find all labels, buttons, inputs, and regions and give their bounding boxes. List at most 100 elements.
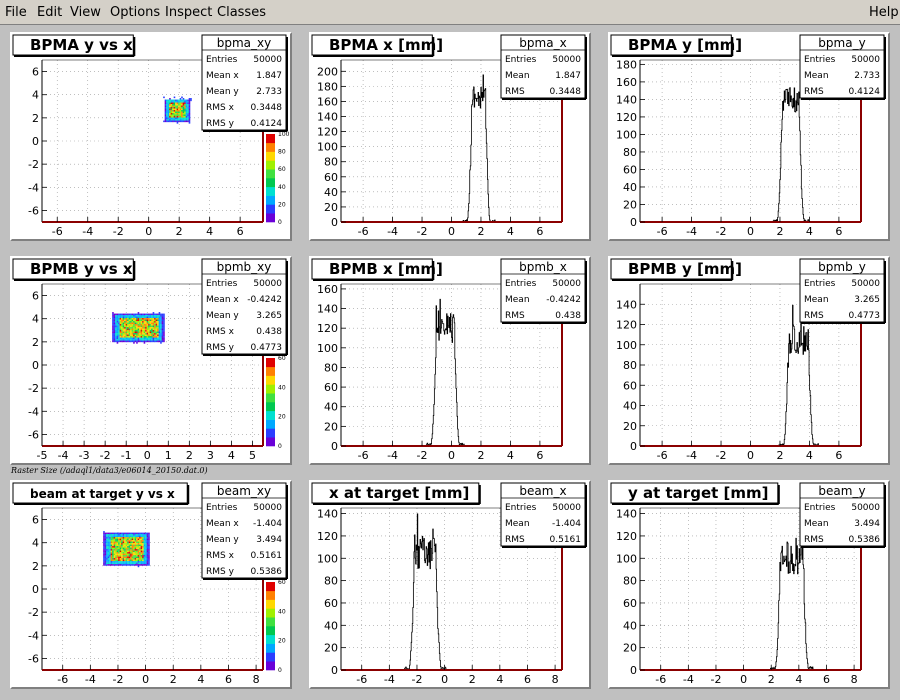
heat-cell bbox=[115, 550, 117, 553]
heat-cell bbox=[143, 543, 146, 545]
heat-cell bbox=[131, 547, 134, 550]
heat-cell bbox=[130, 543, 132, 545]
heat-cell bbox=[127, 535, 129, 538]
heat-cell bbox=[142, 331, 144, 334]
pad-bpmb-xy[interactable]: 0 20 40 60 -5 -4 -3 -2 -1 0 1 2 3 4 5 -6 -4 -2 0 2 4 6 BPMB y … bbox=[10, 256, 292, 465]
heat-cell bbox=[137, 336, 140, 338]
menu-edit[interactable]: Edit bbox=[37, 5, 63, 20]
heat-cell bbox=[142, 549, 144, 551]
heat-cell bbox=[104, 540, 107, 542]
pad-beam-xy[interactable]: 0 20 40 60 -6 -4 -2 0 2 4 6 8 -6 -4 -2 0 2 4 6 beam at targ… bbox=[10, 480, 292, 689]
heat-cell bbox=[110, 544, 113, 547]
menu-help[interactable]: Help bbox=[869, 5, 899, 20]
heat-cell bbox=[155, 316, 158, 319]
menu-file[interactable]: File bbox=[5, 5, 27, 20]
heat-cell bbox=[157, 318, 159, 320]
heat-cell bbox=[172, 107, 174, 109]
heat-cell bbox=[130, 556, 132, 559]
heat-cell bbox=[166, 119, 168, 121]
heat-cell bbox=[112, 325, 114, 328]
heat-cell bbox=[122, 550, 125, 553]
heat-cell bbox=[131, 331, 134, 334]
palette-tick-label: 40 bbox=[278, 608, 286, 615]
heat-cell bbox=[148, 339, 150, 341]
heat-cell bbox=[142, 322, 144, 325]
heat-cell bbox=[116, 549, 119, 551]
heat-cell bbox=[160, 315, 162, 317]
heat-cell bbox=[136, 564, 138, 566]
heat-cell bbox=[128, 532, 131, 535]
heat-cell bbox=[187, 108, 189, 111]
pad-bpma-y[interactable]: -6 -4 -2 0 2 4 6 0 20 40 60 80 100 120 140 160 180 BPMA y… bbox=[608, 32, 890, 241]
stats-key: Entries bbox=[206, 503, 238, 513]
heat-cell bbox=[166, 102, 168, 105]
heat-cell bbox=[125, 337, 128, 340]
heat-cell bbox=[113, 331, 116, 334]
heat-cell bbox=[148, 324, 150, 326]
heat-cell bbox=[121, 321, 123, 323]
heat-cell bbox=[158, 331, 161, 334]
heat-cell bbox=[113, 543, 116, 545]
heat-cell bbox=[188, 105, 191, 108]
heat-cell bbox=[155, 327, 158, 329]
palette-swatch bbox=[266, 142, 275, 152]
pad-bpmb-x[interactable]: -6 -4 -2 0 2 4 6 0 20 40 60 80 100 120 140 160 BPMB x [m… bbox=[309, 256, 591, 465]
heat-cell bbox=[140, 336, 143, 338]
heat-cell bbox=[149, 315, 152, 317]
heat-cell bbox=[142, 555, 144, 557]
heat-cell bbox=[131, 334, 134, 337]
heat-cell bbox=[137, 312, 140, 314]
heat-cell bbox=[188, 108, 191, 111]
heat-cell bbox=[137, 550, 140, 553]
heat-cell bbox=[139, 324, 141, 326]
heat-cell bbox=[118, 558, 120, 560]
stats-value: 0.4773 bbox=[251, 343, 283, 353]
heat-cell bbox=[118, 328, 120, 331]
pad-bpma-xy[interactable]: 0 20 40 60 80 100 -6 -4 -2 0 2 4 6 -6 -4 -2 0 2 4 6 BPMA y v… bbox=[10, 32, 292, 241]
heat-cell bbox=[127, 333, 129, 335]
heat-cell bbox=[110, 561, 113, 563]
x-tick-label: 6 bbox=[823, 673, 830, 686]
menu-classes[interactable]: Classes bbox=[217, 5, 266, 20]
heat-cell bbox=[146, 316, 149, 319]
stats-value: 2.733 bbox=[256, 87, 282, 97]
heat-cell bbox=[172, 101, 174, 103]
heat-cell bbox=[131, 558, 134, 560]
heat-cell bbox=[142, 321, 144, 323]
heat-cell bbox=[169, 101, 171, 103]
heat-cell bbox=[115, 319, 117, 322]
heat-cell bbox=[149, 336, 152, 338]
pad-beam-y[interactable]: -6 -4 -2 0 2 4 6 8 0 20 40 60 80 100 120 140 y at target… bbox=[608, 480, 890, 689]
heat-cell bbox=[115, 562, 117, 565]
pad-bpmb-y[interactable]: -6 -4 -2 0 2 4 6 0 20 40 60 80 100 120 140 BPMB y [mm] b… bbox=[608, 256, 890, 465]
heat-cell bbox=[134, 532, 137, 535]
heat-cell bbox=[149, 325, 152, 328]
pad-bpma-x[interactable]: -6 -4 -2 0 2 4 6 0 20 40 60 80 100 120 140 160 180 200 BPM… bbox=[309, 32, 591, 241]
stats-value: 0.438 bbox=[256, 327, 282, 337]
menu-options[interactable]: Options bbox=[110, 5, 161, 20]
menu-inspect[interactable]: Inspect bbox=[165, 5, 213, 20]
pad-beam-x[interactable]: -6 -4 -2 0 2 4 6 8 0 20 40 60 80 100 120 140 x at target… bbox=[309, 480, 591, 689]
heat-cell bbox=[113, 553, 116, 556]
heat-cell bbox=[187, 104, 189, 106]
y-tick-label: 60 bbox=[623, 379, 637, 392]
menu-view[interactable]: View bbox=[70, 5, 101, 20]
heat-cell bbox=[137, 339, 140, 341]
x-tick-label: 6 bbox=[835, 449, 842, 462]
heat-cell bbox=[124, 538, 126, 541]
heat-cell bbox=[130, 559, 132, 562]
x-tick-label: -6 bbox=[356, 673, 367, 686]
heat-cell bbox=[145, 327, 147, 329]
heat-cell bbox=[170, 114, 173, 117]
x-tick-label: 0 bbox=[448, 449, 455, 462]
heat-cell bbox=[130, 327, 132, 329]
x-tick-label: 4 bbox=[496, 673, 503, 686]
heat-cell bbox=[113, 321, 116, 323]
heat-cell bbox=[172, 116, 174, 118]
heat-cell bbox=[173, 120, 176, 123]
heat-cell bbox=[176, 114, 179, 117]
heat-cell bbox=[158, 333, 161, 335]
root-canvas[interactable]: 0 20 40 60 80 100 -6 -4 -2 0 2 4 6 -6 -4 -2 0 2 4 6 BPMA y v… bbox=[3, 26, 897, 697]
